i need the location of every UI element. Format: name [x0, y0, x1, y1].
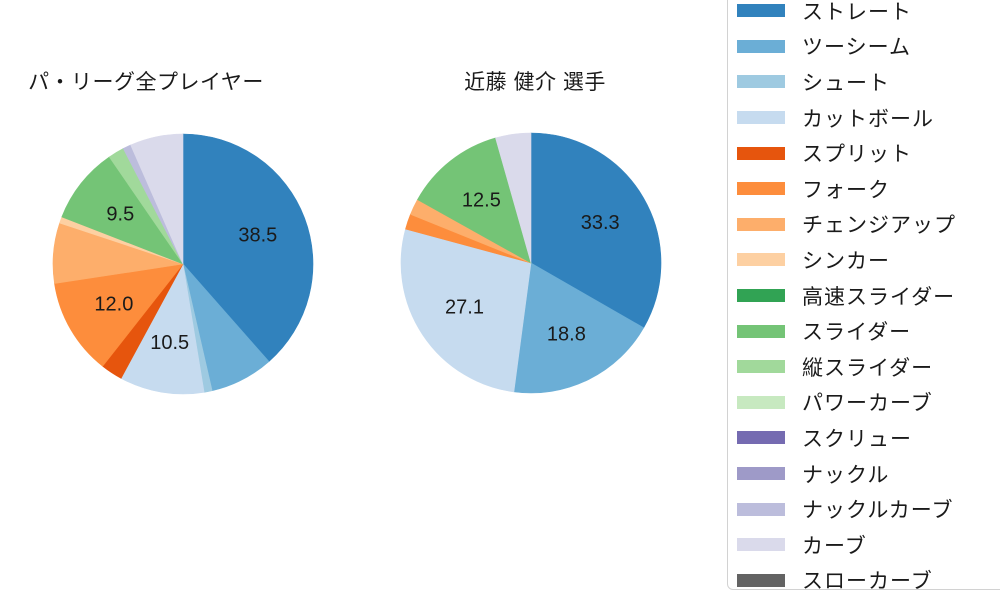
legend-item-label: スクリュー [802, 427, 912, 451]
right-pie-chart: 33.3 18.8 27.1 12.5 [400, 132, 662, 394]
legend-item-label: カットボール [802, 107, 934, 131]
legend-swatch-icon [737, 395, 785, 409]
legend-swatch-icon [737, 253, 785, 267]
legend-item: シンカー [737, 242, 1000, 278]
legend-item: パワーカーブ [737, 385, 1000, 421]
legend-item-label: ナックルカーブ [802, 499, 954, 523]
legend-item-label: チェンジアップ [802, 214, 956, 238]
legend-swatch-icon [737, 111, 785, 125]
pie-slice-pct-label: 38.5 [238, 225, 277, 247]
legend-swatch-icon [737, 324, 785, 338]
legend-swatch-icon [737, 217, 785, 231]
legend-item: ナックルカーブ [737, 491, 1000, 527]
legend: ストレートツーシームシュートカットボール スプリットフォークチェンジアップ シンカー… [727, 0, 1000, 590]
pie-slice-カットボール [120, 263, 205, 395]
pie-slice-ストレート [182, 133, 314, 362]
pie-slice-スライダー [417, 137, 532, 264]
legend-item-label: ツーシーム [802, 36, 911, 60]
pie-slice-pct-label: 10.5 [150, 332, 189, 354]
legend-swatch-icon [737, 75, 785, 89]
legend-item: ナックル [737, 456, 1000, 492]
legend-item-label: シンカー [802, 249, 890, 273]
legend-swatch-icon [737, 431, 785, 445]
pie-slice-ツーシーム [513, 262, 645, 394]
legend-swatch-icon [737, 182, 785, 196]
legend-item-label: ナックル [802, 463, 890, 487]
legend-swatch-icon [737, 573, 785, 587]
pie-slice-カーブ [495, 132, 532, 264]
legend-item: スクリュー [737, 420, 1000, 456]
legend-item: ツーシーム [737, 29, 1000, 65]
legend-item: カットボール [737, 100, 1000, 136]
legend-swatch-icon [737, 146, 785, 160]
legend-item: ストレート [737, 0, 1000, 29]
legend-item: チェンジアップ [737, 207, 1000, 243]
legend-item-label: ストレート [802, 0, 912, 24]
legend-item: シュート [737, 64, 1000, 100]
legend-swatch-icon [737, 467, 785, 481]
left-pie-title: パ・リーグ全プレイヤー [28, 71, 264, 94]
legend-item: 高速スライダー [737, 278, 1000, 314]
pie-slice-pct-label: 27.1 [445, 296, 484, 318]
legend-item-label: フォーク [802, 178, 890, 202]
legend-swatch-icon [737, 538, 785, 552]
right-pie-title: 近藤 健介 選手 [464, 71, 606, 94]
legend-item: カーブ [737, 527, 1000, 563]
legend-item: 縦スライダー [737, 349, 1000, 385]
legend-item-label: カーブ [802, 534, 867, 558]
legend-swatch-icon [737, 4, 785, 18]
legend-item: スプリット [737, 135, 1000, 171]
legend-item-label: パワーカーブ [802, 392, 933, 416]
legend-swatch-icon [737, 39, 785, 53]
legend-item-label: スライダー [802, 321, 912, 345]
pie-slice-ストレート [530, 132, 662, 329]
legend-item-label: スローカーブ [802, 570, 933, 590]
pie-slice-カットボール [400, 228, 532, 393]
legend-item-label: スプリット [802, 143, 912, 167]
legend-item-label: シュート [802, 71, 890, 95]
legend-swatch-icon [737, 360, 785, 374]
legend-item-label: 高速スライダー [802, 285, 956, 309]
pie-slice-pct-label: 12.5 [462, 189, 501, 211]
pie-slice-pct-label: 33.3 [581, 212, 620, 234]
pie-slice-フォーク [54, 263, 184, 367]
pie-slice-スライダー [61, 156, 184, 265]
legend-item: フォーク [737, 171, 1000, 207]
legend-swatch-icon [737, 502, 785, 516]
pie-slice-カーブ [130, 133, 184, 265]
legend-item: スローカーブ [737, 563, 1000, 590]
pie-slice-pct-label: 18.8 [547, 324, 586, 346]
legend-item-label: 縦スライダー [802, 356, 934, 380]
legend-item: スライダー [737, 313, 1000, 349]
legend-swatch-icon [737, 289, 785, 303]
left-pie-chart: 38.5 10.5 12.0 9.5 [52, 133, 314, 395]
pie-slice-pct-label: 9.5 [106, 203, 134, 225]
pie-slice-pct-label: 12.0 [94, 293, 133, 315]
